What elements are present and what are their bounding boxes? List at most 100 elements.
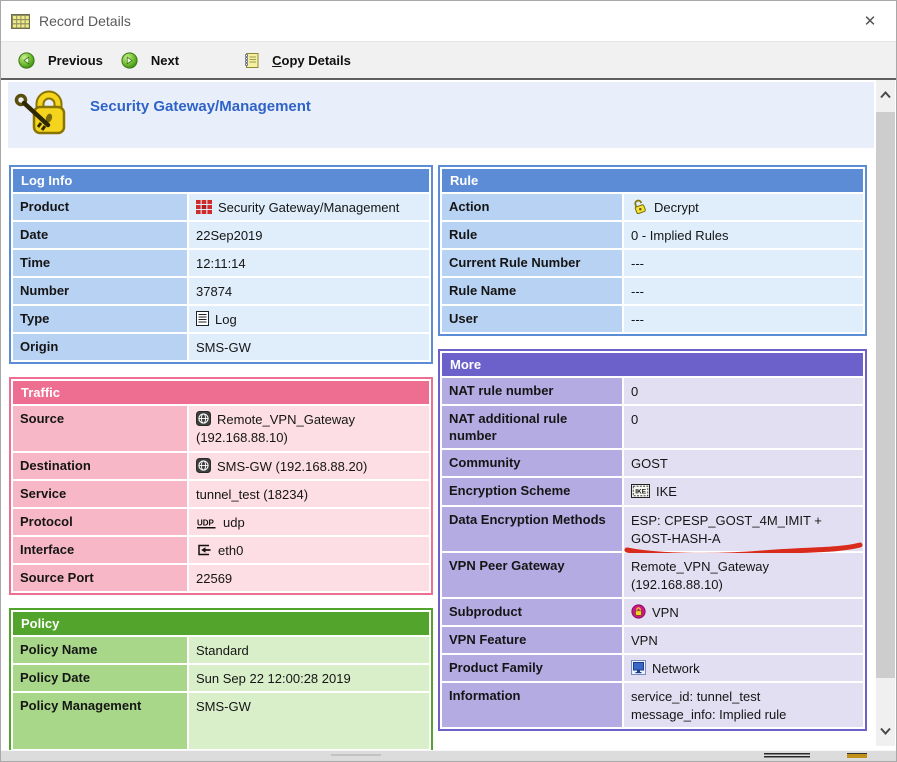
field-value-text: SMS-GW (192.168.88.20) xyxy=(217,459,367,474)
title-bar: Record Details ✕ xyxy=(1,1,896,42)
field-row: Time12:11:14 xyxy=(13,250,429,276)
field-label: VPN Peer Gateway xyxy=(442,553,622,597)
copy-rest-text: opy Details xyxy=(282,53,351,68)
field-label: Encryption Scheme xyxy=(442,478,622,504)
field-label: Rule xyxy=(442,222,622,248)
field-row: Policy Name Standard xyxy=(13,637,429,663)
field-row: Source Port22569 xyxy=(13,565,429,591)
field-row: Informationservice_id: tunnel_test messa… xyxy=(442,683,863,727)
toolbar: Previous Next xyxy=(1,42,896,80)
field-label: Policy Name xyxy=(13,637,187,663)
copy-details-button[interactable]: Copy Details xyxy=(234,49,360,72)
next-icon xyxy=(121,52,138,69)
section-header: Rule xyxy=(442,169,863,192)
field-value: Sun Sep 22 12:00:28 2019 xyxy=(189,665,429,691)
field-value: 0 xyxy=(624,378,863,404)
field-value-text: VPN xyxy=(652,605,679,620)
field-label: Interface xyxy=(13,537,187,563)
record-type-title: Security Gateway/Management xyxy=(90,98,311,115)
copy-details-icon xyxy=(243,52,259,69)
field-row: Rule Name--- xyxy=(442,278,863,304)
field-value-text: 22569 xyxy=(196,571,232,586)
left-column: Log InfoProduct Security Gateway/Manageme… xyxy=(9,165,433,762)
field-value: 12:11:14 xyxy=(189,250,429,276)
field-value-text: VPN xyxy=(631,633,658,648)
field-label: Origin xyxy=(13,334,187,360)
field-value: 22569 xyxy=(189,565,429,591)
udp-icon: UDP xyxy=(196,517,217,529)
copy-details-label: Copy Details xyxy=(272,53,351,68)
field-label: Current Rule Number xyxy=(442,250,622,276)
close-button[interactable]: ✕ xyxy=(854,12,886,30)
field-value-text: eth0 xyxy=(218,543,243,558)
field-value-text: udp xyxy=(223,515,245,530)
copy-accel-char: C xyxy=(272,53,281,68)
field-label: Policy Management xyxy=(13,693,187,749)
field-row: Rule0 - Implied Rules xyxy=(442,222,863,248)
field-label: Community xyxy=(442,450,622,476)
more-section: MoreNAT rule number0NAT additional rule … xyxy=(438,349,867,731)
field-label: Policy Date xyxy=(13,665,187,691)
field-row: SubproductVPN xyxy=(442,599,863,625)
taskbar-peek xyxy=(847,753,867,758)
field-label: Type xyxy=(13,306,187,332)
scrollbar-thumb[interactable] xyxy=(876,112,895,678)
field-label: Product xyxy=(13,194,187,220)
field-value: --- xyxy=(624,250,863,276)
scroll-down-button[interactable] xyxy=(876,716,895,746)
field-row: Interface eth0 xyxy=(13,537,429,563)
field-value: Log xyxy=(189,306,429,332)
svg-text:IKE: IKE xyxy=(635,489,647,496)
field-row: VPN Peer GatewayRemote_VPN_Gateway (192.… xyxy=(442,553,863,597)
field-label: NAT rule number xyxy=(442,378,622,404)
field-row: Number37874 xyxy=(13,278,429,304)
field-value-text: 0 xyxy=(631,412,638,427)
previous-button[interactable]: Previous xyxy=(9,49,112,72)
field-row: VPN FeatureVPN xyxy=(442,627,863,653)
field-row: Product Security Gateway/Management xyxy=(13,194,429,220)
section-header: Policy xyxy=(13,612,429,635)
section-header: Log Info xyxy=(13,169,429,192)
field-value: --- xyxy=(624,306,863,332)
record-details-dialog: Record Details ✕ Previous xyxy=(0,0,897,762)
field-row: CommunityGOST xyxy=(442,450,863,476)
field-value-text: Sun Sep 22 12:00:28 2019 xyxy=(196,671,351,686)
next-button[interactable]: Next xyxy=(112,49,188,72)
field-row: Current Rule Number--- xyxy=(442,250,863,276)
field-label: Action xyxy=(442,194,622,220)
field-label: Destination xyxy=(13,453,187,479)
ike-icon: IKE xyxy=(631,484,650,498)
field-value: Network xyxy=(624,655,863,681)
scroll-up-button[interactable] xyxy=(876,80,895,110)
traffic-section: TrafficSource Remote_VPN_Gateway (192.168… xyxy=(9,377,433,594)
log-info-section: Log InfoProduct Security Gateway/Manageme… xyxy=(9,165,433,364)
scrollbar-track[interactable] xyxy=(876,110,895,716)
field-row: Product FamilyNetwork xyxy=(442,655,863,681)
field-row: Policy Date Sun Sep 22 12:00:28 2019 xyxy=(13,665,429,691)
field-label: Date xyxy=(13,222,187,248)
field-value-text: Remote_VPN_Gateway (192.168.88.10) xyxy=(196,412,355,445)
field-label: User xyxy=(442,306,622,332)
section-header: Traffic xyxy=(13,381,429,404)
next-label: Next xyxy=(151,53,179,68)
field-row: User--- xyxy=(442,306,863,332)
field-row: Data Encryption MethodsESP: CPESP_GOST_4… xyxy=(442,507,863,551)
field-value: Remote_VPN_Gateway (192.168.88.10) xyxy=(624,553,863,597)
field-value-text: Standard xyxy=(196,643,249,658)
field-value-text: Security Gateway/Management xyxy=(218,200,399,215)
vertical-scrollbar[interactable] xyxy=(876,80,895,746)
field-label: Number xyxy=(13,278,187,304)
field-value: tunnel_test (18234) xyxy=(189,481,429,507)
rule-section: RuleActionDecryptRule0 - Implied RulesCu… xyxy=(438,165,867,336)
log-icon xyxy=(196,311,209,326)
field-value-text: 22Sep2019 xyxy=(196,228,263,243)
field-label: Source xyxy=(13,406,187,450)
vpn-lock-icon xyxy=(631,604,646,619)
interface-in-icon xyxy=(196,543,212,557)
field-value: service_id: tunnel_test message_info: Im… xyxy=(624,683,863,727)
svg-text:UDP: UDP xyxy=(197,518,215,527)
field-value-text: SMS-GW xyxy=(196,699,251,714)
field-label: Service xyxy=(13,481,187,507)
field-value: --- xyxy=(624,278,863,304)
field-value-text: --- xyxy=(631,284,644,299)
